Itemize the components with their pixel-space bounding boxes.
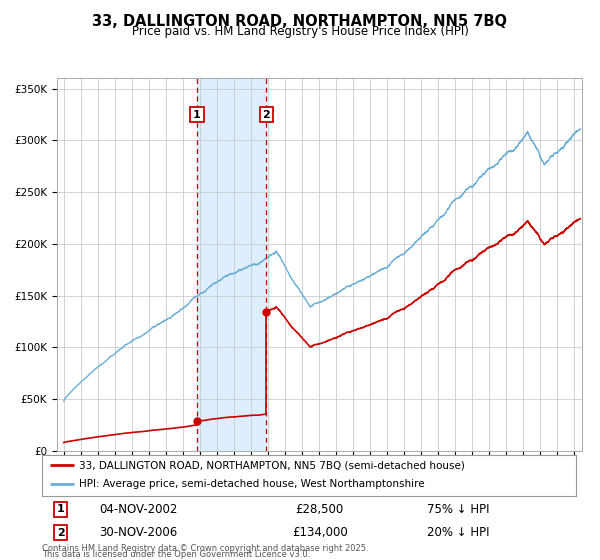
Text: Price paid vs. HM Land Registry's House Price Index (HPI): Price paid vs. HM Land Registry's House …: [131, 25, 469, 38]
Text: 33, DALLINGTON ROAD, NORTHAMPTON, NN5 7BQ (semi-detached house): 33, DALLINGTON ROAD, NORTHAMPTON, NN5 7B…: [79, 460, 465, 470]
Text: £134,000: £134,000: [292, 526, 347, 539]
Text: 33, DALLINGTON ROAD, NORTHAMPTON, NN5 7BQ: 33, DALLINGTON ROAD, NORTHAMPTON, NN5 7B…: [92, 14, 508, 29]
Bar: [197, 78, 266, 451]
Text: 30-NOV-2006: 30-NOV-2006: [99, 526, 177, 539]
Text: 2: 2: [262, 110, 270, 120]
Text: 1: 1: [193, 110, 201, 120]
Text: 04-NOV-2002: 04-NOV-2002: [99, 503, 178, 516]
Text: Contains HM Land Registry data © Crown copyright and database right 2025.: Contains HM Land Registry data © Crown c…: [42, 544, 368, 553]
Text: This data is licensed under the Open Government Licence v3.0.: This data is licensed under the Open Gov…: [42, 550, 310, 559]
Text: HPI: Average price, semi-detached house, West Northamptonshire: HPI: Average price, semi-detached house,…: [79, 479, 425, 489]
Text: 1: 1: [57, 504, 65, 514]
Text: 20% ↓ HPI: 20% ↓ HPI: [427, 526, 490, 539]
Text: 2: 2: [57, 528, 65, 538]
Text: 75% ↓ HPI: 75% ↓ HPI: [427, 503, 490, 516]
Text: £28,500: £28,500: [296, 503, 344, 516]
